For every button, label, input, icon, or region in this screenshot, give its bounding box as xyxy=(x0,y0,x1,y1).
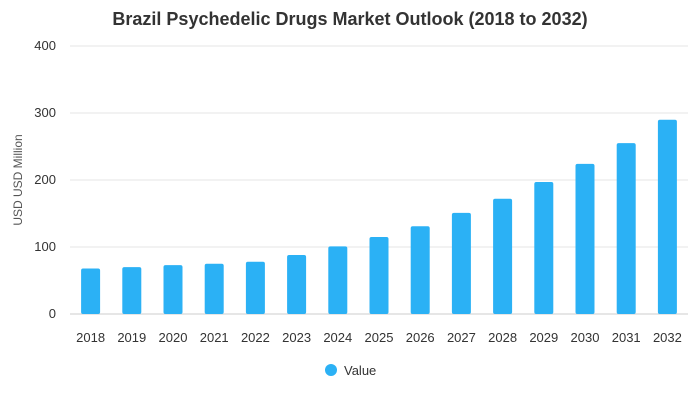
bar-2020[interactable] xyxy=(163,265,183,314)
x-tick-label: 2030 xyxy=(571,330,600,345)
bar-2022[interactable] xyxy=(245,261,265,314)
y-tick-label: 0 xyxy=(49,306,56,321)
bar-2021[interactable] xyxy=(204,263,224,314)
bar-2025[interactable] xyxy=(369,236,389,314)
x-tick-label: 2029 xyxy=(529,330,558,345)
x-tick-label: 2019 xyxy=(117,330,146,345)
legend[interactable]: Value xyxy=(325,363,376,378)
bar-2032[interactable] xyxy=(657,119,677,314)
chart-title: Brazil Psychedelic Drugs Market Outlook … xyxy=(112,9,587,29)
legend-label-value: Value xyxy=(344,363,376,378)
bar-2030[interactable] xyxy=(575,163,595,314)
x-tick-label: 2025 xyxy=(365,330,394,345)
bar-2024[interactable] xyxy=(328,246,348,314)
x-tick-label: 2032 xyxy=(653,330,682,345)
bar-2031[interactable] xyxy=(616,143,636,314)
bar-2028[interactable] xyxy=(493,198,513,314)
x-tick-label: 2026 xyxy=(406,330,435,345)
y-tick-label: 200 xyxy=(34,172,56,187)
bar-2026[interactable] xyxy=(410,226,430,314)
bar-2023[interactable] xyxy=(287,255,307,314)
x-tick-label: 2023 xyxy=(282,330,311,345)
bar-2019[interactable] xyxy=(122,267,142,314)
y-axis-ticks: 0 100 200 300 400 xyxy=(34,38,56,321)
y-tick-label: 300 xyxy=(34,105,56,120)
x-tick-label: 2021 xyxy=(200,330,229,345)
x-tick-label: 2031 xyxy=(612,330,641,345)
x-tick-label: 2028 xyxy=(488,330,517,345)
bar-2027[interactable] xyxy=(451,212,471,314)
bar-2029[interactable] xyxy=(534,182,554,314)
x-tick-label: 2024 xyxy=(323,330,352,345)
x-axis-ticks: 2018 2019 2020 2021 2022 2023 2024 2025 2026 2027… xyxy=(76,330,682,345)
bars xyxy=(81,119,677,314)
x-tick-label: 2027 xyxy=(447,330,476,345)
y-tick-label: 400 xyxy=(34,38,56,53)
x-tick-label: 2018 xyxy=(76,330,105,345)
x-tick-label: 2022 xyxy=(241,330,270,345)
x-tick-label: 2020 xyxy=(159,330,188,345)
y-axis-label: USD USD Million xyxy=(11,134,25,225)
bar-2018[interactable] xyxy=(81,268,101,314)
y-tick-label: 100 xyxy=(34,239,56,254)
legend-swatch-value xyxy=(325,364,337,376)
